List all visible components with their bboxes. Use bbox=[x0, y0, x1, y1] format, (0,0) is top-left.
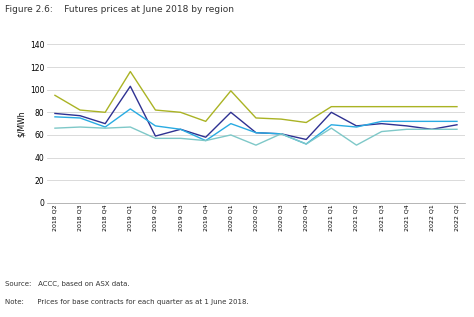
Queensland bbox=[52, 126, 58, 130]
Queensland bbox=[303, 142, 309, 146]
Queensland bbox=[203, 139, 209, 143]
Victoria bbox=[77, 114, 83, 118]
NSW bbox=[379, 120, 384, 123]
NSW bbox=[102, 125, 108, 129]
South Australia bbox=[404, 105, 410, 108]
Victoria bbox=[429, 127, 435, 131]
South Australia bbox=[379, 105, 384, 108]
NSW bbox=[303, 142, 309, 146]
NSW bbox=[153, 124, 158, 128]
South Australia bbox=[429, 105, 435, 108]
South Australia bbox=[52, 94, 58, 97]
Victoria bbox=[404, 124, 410, 128]
Victoria bbox=[328, 110, 334, 114]
NSW bbox=[52, 115, 58, 119]
NSW bbox=[178, 127, 183, 131]
South Australia bbox=[328, 105, 334, 108]
South Australia bbox=[303, 120, 309, 124]
Victoria bbox=[153, 134, 158, 138]
NSW bbox=[203, 139, 209, 143]
Victoria bbox=[379, 122, 384, 126]
South Australia bbox=[153, 108, 158, 112]
Victoria bbox=[128, 84, 133, 88]
NSW bbox=[404, 120, 410, 123]
Queensland bbox=[228, 133, 234, 137]
Text: Note:      Prices for base contracts for each quarter as at 1 June 2018.: Note: Prices for base contracts for each… bbox=[5, 299, 248, 305]
Victoria bbox=[354, 124, 359, 128]
Queensland bbox=[178, 136, 183, 140]
NSW bbox=[128, 107, 133, 111]
NSW bbox=[77, 116, 83, 120]
Victoria bbox=[454, 123, 460, 127]
South Australia bbox=[102, 110, 108, 114]
Victoria bbox=[303, 138, 309, 141]
South Australia bbox=[128, 70, 133, 74]
Queensland bbox=[128, 125, 133, 129]
Line: South Australia: South Australia bbox=[55, 72, 457, 122]
NSW bbox=[354, 125, 359, 129]
Victoria bbox=[278, 132, 284, 136]
Victoria bbox=[228, 110, 234, 114]
Queensland bbox=[278, 132, 284, 136]
Queensland bbox=[354, 143, 359, 147]
Queensland bbox=[77, 125, 83, 129]
South Australia bbox=[178, 110, 183, 114]
Queensland bbox=[153, 136, 158, 140]
Victoria bbox=[178, 127, 183, 131]
Victoria bbox=[203, 135, 209, 139]
South Australia bbox=[228, 89, 234, 93]
Queensland bbox=[253, 143, 259, 147]
NSW bbox=[253, 131, 259, 135]
Line: NSW: NSW bbox=[55, 109, 457, 144]
NSW bbox=[278, 132, 284, 136]
Text: Figure 2.6:    Futures prices at June 2018 by region: Figure 2.6: Futures prices at June 2018 … bbox=[5, 5, 234, 14]
Victoria bbox=[102, 122, 108, 126]
South Australia bbox=[454, 105, 460, 108]
Victoria bbox=[253, 131, 259, 135]
Text: Source:   ACCC, based on ASX data.: Source: ACCC, based on ASX data. bbox=[5, 281, 129, 287]
South Australia bbox=[278, 117, 284, 121]
Queensland bbox=[379, 130, 384, 133]
Victoria bbox=[52, 112, 58, 115]
Line: Queensland: Queensland bbox=[55, 127, 457, 145]
NSW bbox=[228, 122, 234, 126]
NSW bbox=[429, 120, 435, 123]
Y-axis label: $/MWh: $/MWh bbox=[17, 110, 26, 137]
NSW bbox=[328, 123, 334, 127]
Queensland bbox=[328, 126, 334, 130]
Queensland bbox=[454, 127, 460, 131]
Queensland bbox=[102, 126, 108, 130]
NSW bbox=[454, 120, 460, 123]
South Australia bbox=[253, 116, 259, 120]
South Australia bbox=[203, 120, 209, 123]
Queensland bbox=[429, 127, 435, 131]
South Australia bbox=[77, 108, 83, 112]
Queensland bbox=[404, 127, 410, 131]
South Australia bbox=[354, 105, 359, 108]
Line: Victoria: Victoria bbox=[55, 86, 457, 139]
